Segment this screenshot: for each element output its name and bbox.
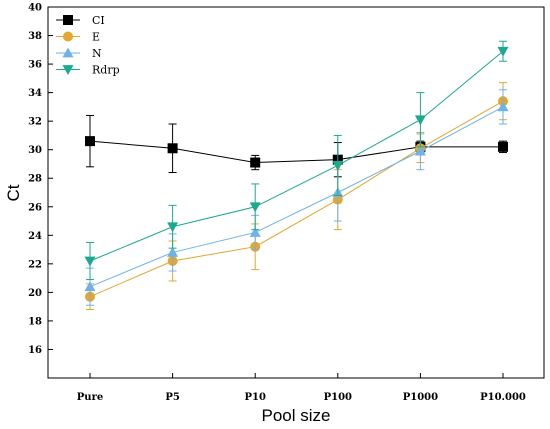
x-tick-label: P5 (165, 392, 180, 403)
series-line (89, 100, 504, 298)
data-point (414, 115, 426, 126)
x-tick-label: P10.000 (480, 392, 526, 403)
series-line (89, 106, 504, 288)
x-tick-label: P100 (324, 392, 352, 403)
data-point (85, 136, 95, 147)
y-tick-label: 38 (28, 31, 42, 42)
y-tick-label: 36 (28, 60, 42, 71)
legend-label: N (92, 47, 102, 60)
data-point (414, 145, 426, 156)
y-tick-label: 16 (28, 345, 42, 356)
legend-marker (63, 15, 73, 25)
data-point (167, 143, 178, 154)
y-tick-label: 32 (28, 117, 42, 128)
y-tick-label: 28 (28, 174, 42, 185)
legend-marker (63, 31, 73, 42)
series-line (89, 50, 504, 262)
legend-marker (62, 47, 74, 58)
data-point (167, 222, 179, 233)
legend-item: E (56, 31, 100, 44)
series-line (89, 140, 503, 164)
y-axis: 16 18 20 22 24 26 28 30 32 34 36 38 40 (28, 3, 53, 356)
data-point (250, 157, 261, 168)
y-axis-title: Ct (4, 184, 23, 201)
y-tick-label: 40 (28, 3, 42, 14)
series-ci (85, 114, 508, 178)
data-point (84, 281, 96, 292)
legend-label: CI (92, 14, 105, 27)
legend-item: Rdrp (56, 64, 120, 77)
data-point (498, 141, 508, 152)
series-layer (84, 40, 509, 311)
data-point (84, 256, 96, 267)
y-tick-label: 18 (28, 316, 42, 327)
data-point (332, 160, 344, 171)
legend: CI EN Rdrp (56, 14, 120, 77)
data-point (249, 202, 261, 213)
legend-label: E (92, 31, 100, 44)
y-tick-label: 22 (28, 259, 42, 270)
data-point (497, 101, 509, 112)
x-tick-label: P10 (244, 392, 265, 403)
legend-marker (62, 65, 74, 75)
data-point (167, 246, 179, 257)
series-e (85, 82, 508, 311)
series-n (84, 89, 509, 306)
x-tick-label: Pure (77, 392, 103, 403)
x-tick-label: P1000 (403, 392, 438, 403)
plot-frame (47, 6, 545, 379)
data-point (249, 226, 261, 237)
series-rdrp (84, 40, 509, 281)
x-axis: Pure P5 P10 P100 P1000 P10.000 (77, 373, 526, 403)
legend-item: N (56, 47, 102, 60)
legend-label: Rdrp (92, 64, 120, 77)
y-tick-label: 26 (28, 202, 42, 213)
y-tick-label: 34 (28, 88, 42, 99)
data-point (497, 46, 509, 57)
y-tick-label: 24 (28, 231, 42, 242)
y-tick-label: 30 (28, 145, 42, 156)
legend-item: CI (56, 14, 105, 27)
y-tick-label: 20 (28, 288, 42, 299)
x-axis-title: Pool size (262, 406, 331, 425)
